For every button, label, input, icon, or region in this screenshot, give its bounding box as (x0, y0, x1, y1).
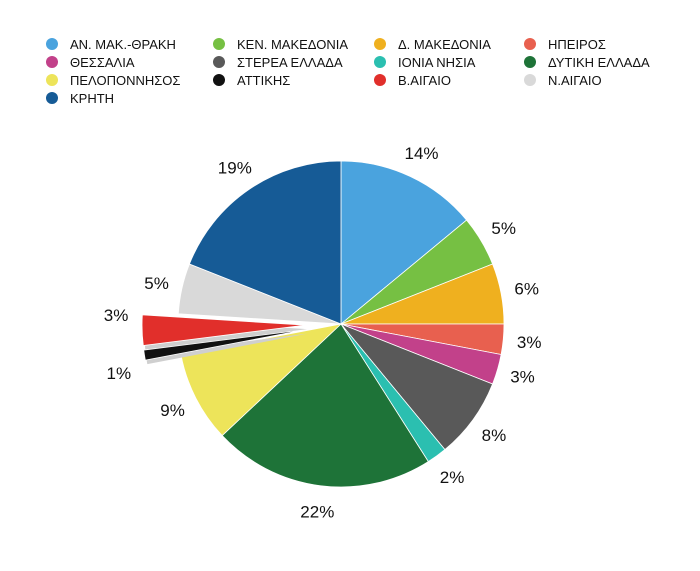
legend-item: ΚΕΝ. ΜΑΚΕΔΟΝΙΑ (213, 37, 348, 52)
legend-swatch (213, 56, 225, 68)
legend-item: ΠΕΛΟΠΟΝΝΗΣΟΣ (46, 73, 180, 88)
legend-label: Δ. ΜΑΚΕΔΟΝΙΑ (398, 37, 491, 52)
legend: ΑΝ. ΜΑΚ.-ΘΡΑΚΗ ΚΕΝ. ΜΑΚΕΔΟΝΙΑ Δ. ΜΑΚΕΔΟΝΙΑ… (46, 37, 650, 106)
legend-label: Ν.ΑΙΓΑΙΟ (548, 73, 602, 88)
legend-item: Β.ΑΙΓΑΙΟ (374, 73, 451, 88)
pie-slice (221, 323, 429, 488)
legend-label: ΔΥΤΙΚΗ ΕΛΛΑΔΑ (548, 55, 650, 70)
legend-item: ΘΕΣΣΑΛΙΑ (46, 55, 135, 70)
legend-swatch (46, 74, 58, 86)
pie-slice (143, 329, 306, 361)
pie-slices (141, 160, 505, 488)
data-label: 6% (514, 280, 539, 299)
data-label: 1% (107, 364, 132, 383)
data-label: 3% (104, 306, 129, 325)
legend-item: ΚΡΗΤΗ (46, 91, 114, 106)
legend-label: ΠΕΛΟΠΟΝΝΗΣΟΣ (70, 73, 180, 88)
data-label: 3% (517, 333, 542, 352)
legend-swatch (374, 38, 386, 50)
legend-label: ΚΕΝ. ΜΑΚΕΔΟΝΙΑ (237, 37, 348, 52)
legend-label: ΑΤΤΙΚΗΣ (237, 73, 290, 88)
legend-item: Ν.ΑΙΓΑΙΟ (524, 73, 602, 88)
data-label: 14% (404, 144, 438, 163)
data-label: 8% (482, 426, 507, 445)
legend-label: ΙΟΝΙΑ ΝΗΣΙΑ (398, 55, 476, 70)
data-label: 22% (300, 503, 334, 522)
pie-slice (188, 160, 342, 325)
legend-label: Β.ΑΙΓΑΙΟ (398, 73, 451, 88)
legend-item: Δ. ΜΑΚΕΔΟΝΙΑ (374, 37, 491, 52)
legend-label: ΑΝ. ΜΑΚ.-ΘΡΑΚΗ (70, 37, 176, 52)
legend-label: ΣΤΕΡΕΑ ΕΛΛΑΔΑ (237, 55, 343, 70)
data-labels: 14% 5% 6% 3% 3% 8% 2% 22% 9% 1% 3% 5% 19% (104, 144, 542, 522)
data-label: 19% (218, 159, 252, 178)
legend-swatch (524, 56, 536, 68)
legend-item: ΑΝ. ΜΑΚ.-ΘΡΑΚΗ (46, 37, 176, 52)
legend-item: ΙΟΝΙΑ ΝΗΣΙΑ (374, 55, 476, 70)
data-label: 3% (510, 368, 535, 387)
slice-shadow (145, 333, 308, 365)
data-label: 9% (160, 401, 185, 420)
legend-item: ΗΠΕΙΡΟΣ (524, 37, 606, 52)
legend-swatch (46, 56, 58, 68)
legend-swatch (46, 92, 58, 104)
legend-swatch (213, 74, 225, 86)
data-label: 5% (491, 219, 516, 238)
legend-swatch (213, 38, 225, 50)
legend-item: ΣΤΕΡΕΑ ΕΛΛΑΔΑ (213, 55, 343, 70)
data-label: 5% (144, 274, 169, 293)
legend-swatch (374, 56, 386, 68)
legend-item: ΑΤΤΙΚΗΣ (213, 73, 290, 88)
data-label: 2% (440, 468, 465, 487)
legend-label: ΘΕΣΣΑΛΙΑ (70, 55, 135, 70)
legend-label: ΗΠΕΙΡΟΣ (548, 37, 606, 52)
pie-slice (340, 160, 468, 325)
legend-swatch (374, 74, 386, 86)
legend-swatch (524, 38, 536, 50)
legend-item: ΔΥΤΙΚΗ ΕΛΛΑΔΑ (524, 55, 650, 70)
legend-swatch (524, 74, 536, 86)
pie-slice (141, 314, 306, 347)
legend-swatch (46, 38, 58, 50)
legend-label: ΚΡΗΤΗ (70, 91, 114, 106)
